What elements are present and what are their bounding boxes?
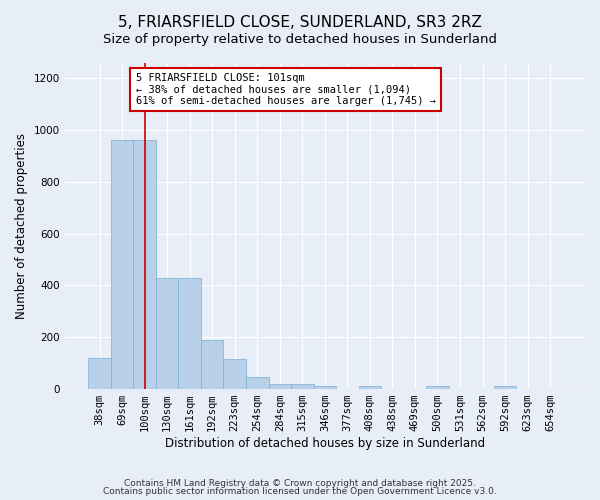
Bar	[133, 140, 156, 389]
Bar	[426, 386, 449, 389]
Y-axis label: Number of detached properties: Number of detached properties	[15, 133, 28, 319]
Bar	[201, 340, 223, 389]
Bar	[223, 360, 246, 389]
Text: 5 FRIARSFIELD CLOSE: 101sqm
← 38% of detached houses are smaller (1,094)
61% of : 5 FRIARSFIELD CLOSE: 101sqm ← 38% of det…	[136, 73, 436, 106]
Bar	[178, 278, 201, 389]
Bar	[156, 278, 178, 389]
Text: 5, FRIARSFIELD CLOSE, SUNDERLAND, SR3 2RZ: 5, FRIARSFIELD CLOSE, SUNDERLAND, SR3 2R…	[118, 15, 482, 30]
Text: Contains HM Land Registry data © Crown copyright and database right 2025.: Contains HM Land Registry data © Crown c…	[124, 478, 476, 488]
X-axis label: Distribution of detached houses by size in Sunderland: Distribution of detached houses by size …	[165, 437, 485, 450]
Bar	[359, 386, 381, 389]
Text: Size of property relative to detached houses in Sunderland: Size of property relative to detached ho…	[103, 32, 497, 46]
Bar	[88, 358, 111, 389]
Bar	[494, 386, 516, 389]
Bar	[269, 384, 291, 389]
Bar	[314, 386, 336, 389]
Text: Contains public sector information licensed under the Open Government Licence v3: Contains public sector information licen…	[103, 487, 497, 496]
Bar	[291, 384, 314, 389]
Bar	[111, 140, 133, 389]
Bar	[246, 378, 269, 389]
